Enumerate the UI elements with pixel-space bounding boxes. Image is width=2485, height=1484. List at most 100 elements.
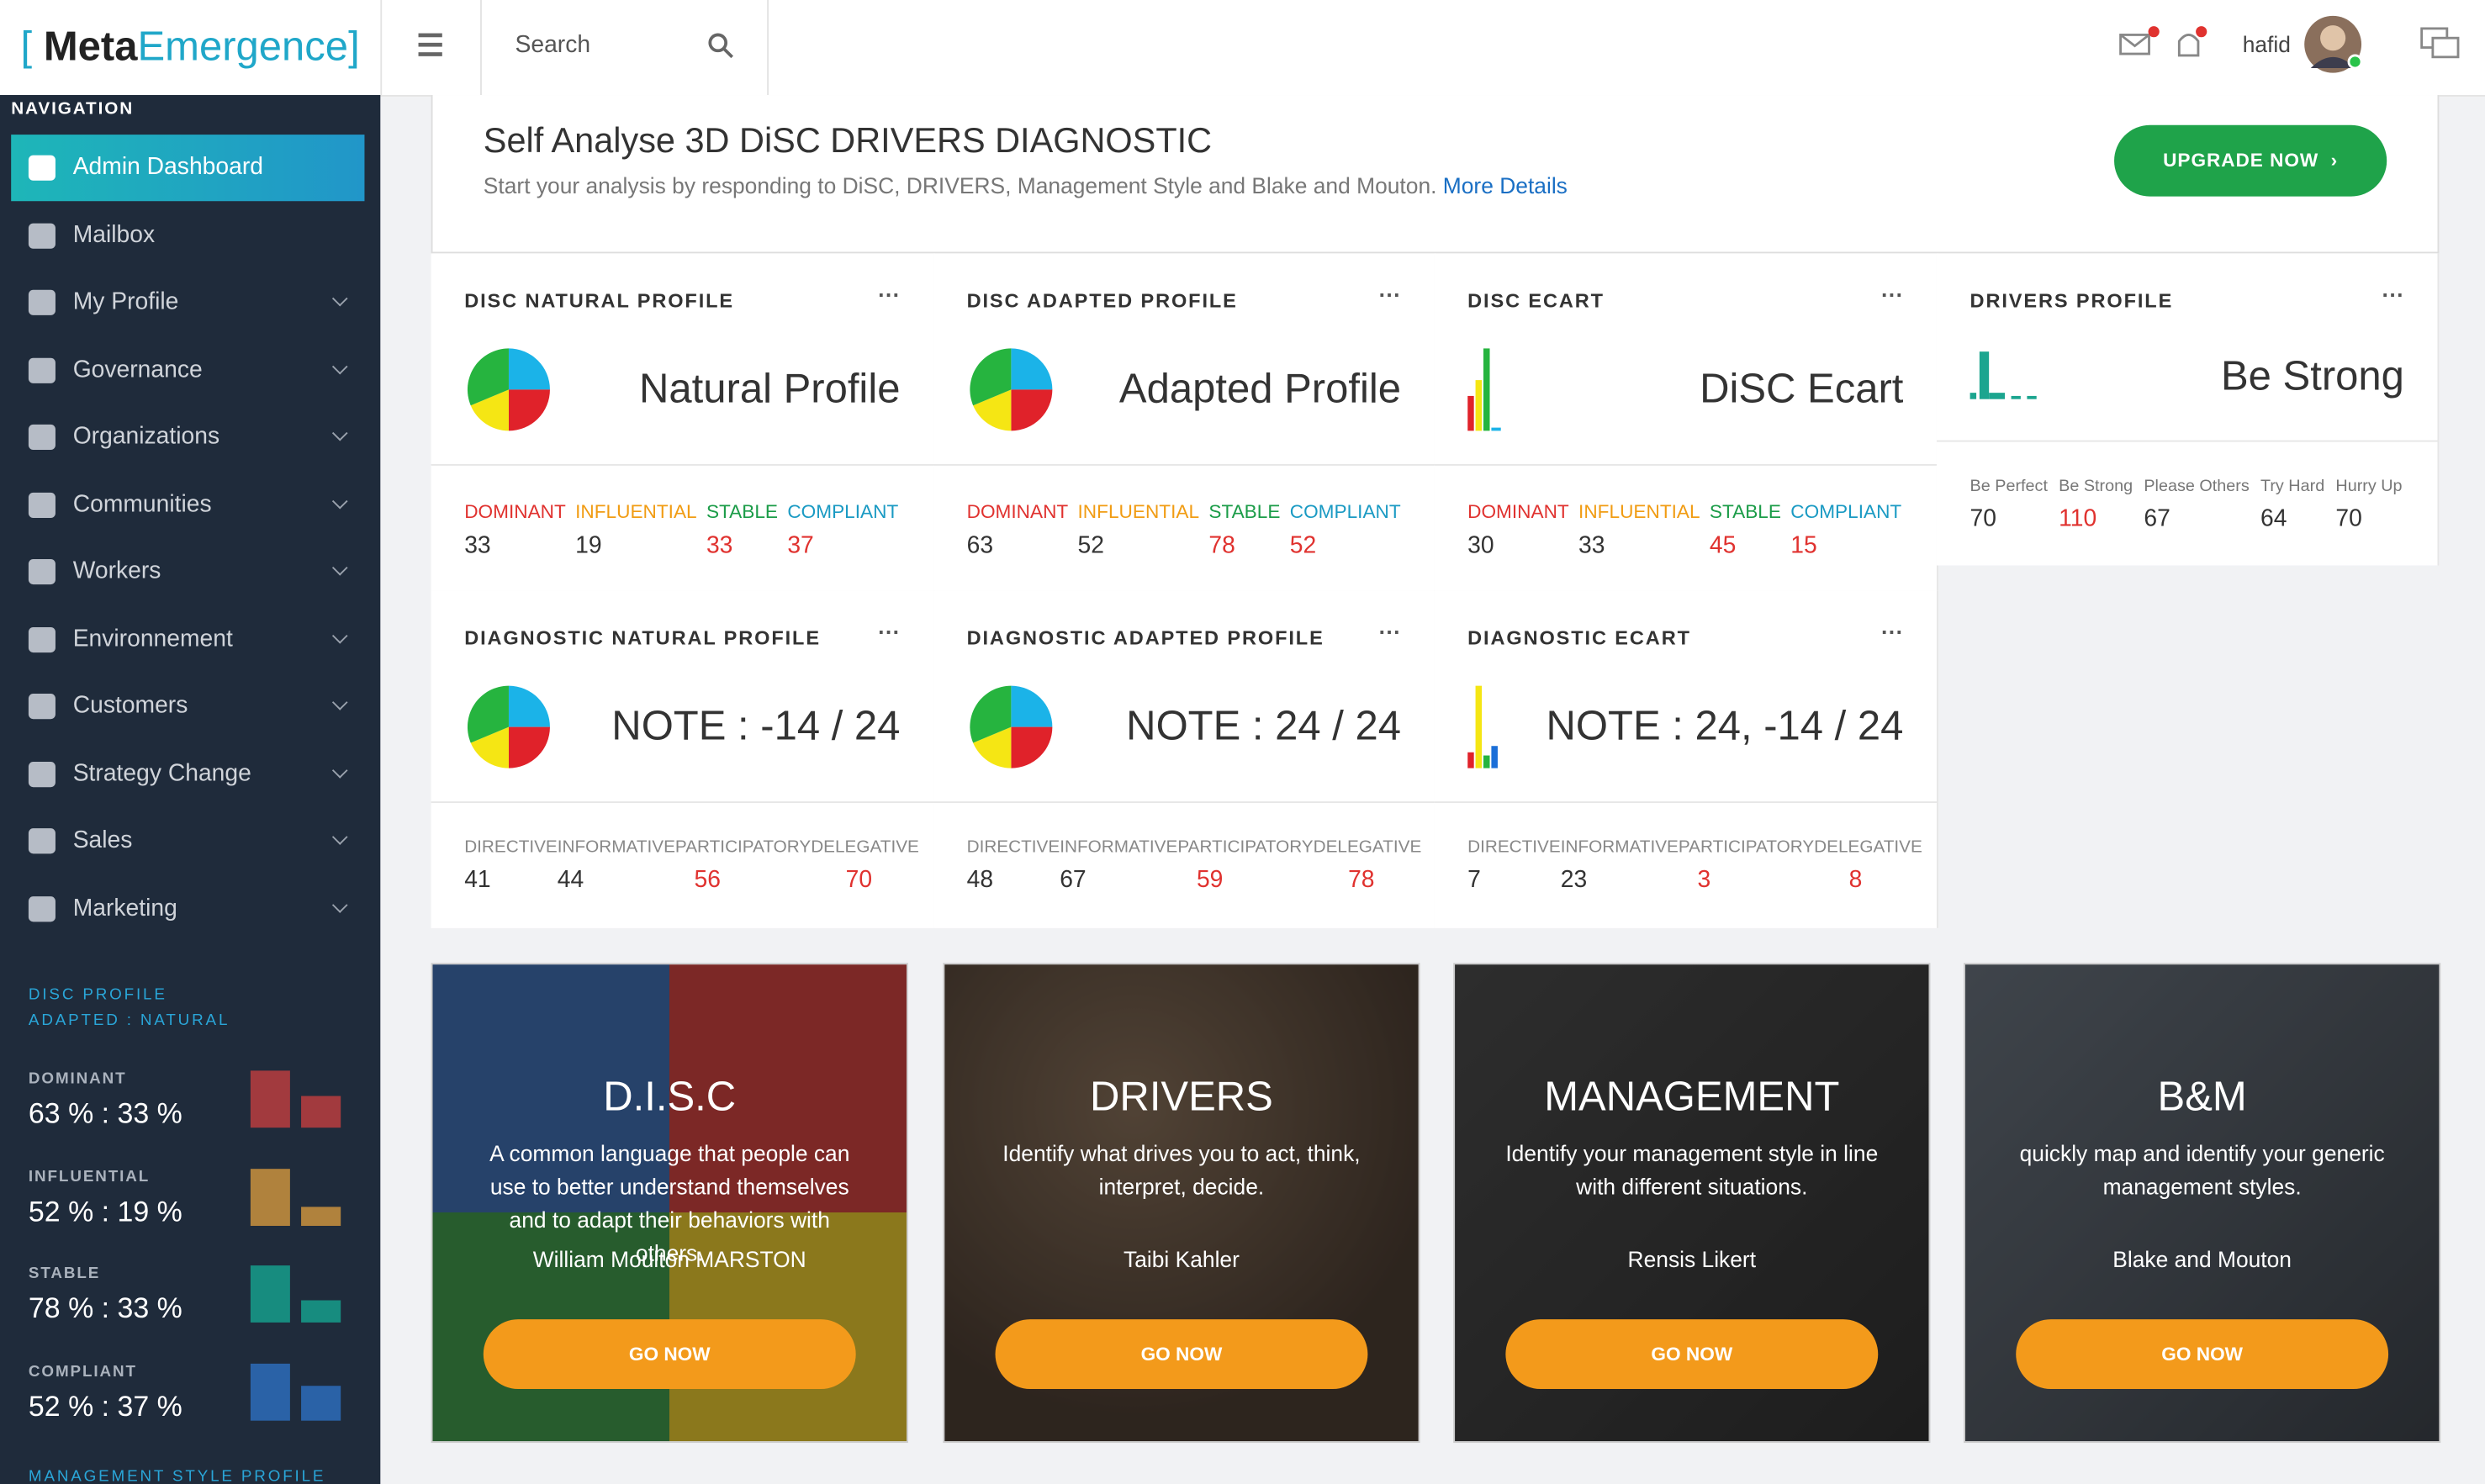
card-menu[interactable]: ··· bbox=[1378, 619, 1401, 645]
tile-description: A common language that people can use to… bbox=[489, 1140, 850, 1266]
card-menu[interactable]: ··· bbox=[1881, 619, 1904, 645]
chevron bbox=[331, 357, 348, 374]
card-icon bbox=[464, 683, 553, 779]
column-value: 64 bbox=[2260, 504, 2287, 532]
nav-item[interactable]: Environnement bbox=[11, 606, 364, 673]
column-label: DIRECTIVE bbox=[1467, 837, 1561, 858]
column-value: 63 bbox=[966, 531, 994, 559]
column: Try Hard 64 bbox=[2260, 477, 2324, 532]
column-label: PARTICIPATORY bbox=[1678, 837, 1815, 858]
divider bbox=[1434, 463, 1937, 466]
column: DELEGATIVE 70 bbox=[811, 837, 919, 893]
columns: DOMINANT 63 INFLUENTIAL 52 STABLE 78 COMPLIANT… bbox=[967, 500, 1401, 559]
column: Please Others 67 bbox=[2144, 477, 2249, 532]
nav-item[interactable]: Marketing bbox=[11, 875, 364, 942]
nav-item[interactable]: Governance bbox=[11, 336, 364, 403]
column: DOMINANT 30 bbox=[1467, 500, 1569, 559]
column-value: 70 bbox=[2335, 504, 2362, 532]
column-label: Be Strong bbox=[2059, 476, 2133, 496]
nav-label: Governance bbox=[72, 355, 203, 383]
tile-author: Blake and Mouton bbox=[2112, 1246, 2292, 1272]
card-menu[interactable]: ··· bbox=[1881, 282, 1904, 308]
chevron bbox=[331, 896, 348, 912]
tile-title: DRIVERS bbox=[1090, 1072, 1273, 1120]
nav-icon bbox=[28, 289, 56, 315]
logo[interactable]: [ MetaEmergence] bbox=[0, 0, 383, 96]
nav-item[interactable]: Strategy Change bbox=[11, 741, 364, 807]
go-button[interactable]: GO NOW bbox=[995, 1319, 1368, 1390]
upgrade-button[interactable]: UPGRADE NOW › bbox=[2114, 124, 2387, 197]
nav-item[interactable]: Workers bbox=[11, 538, 364, 605]
column: STABLE 33 bbox=[706, 500, 778, 559]
column-value: 23 bbox=[1560, 866, 1588, 894]
chevron bbox=[331, 559, 348, 576]
column-value: 48 bbox=[966, 866, 994, 894]
management-heading: MANAGEMENT STYLE PROFILE bbox=[28, 1468, 326, 1484]
banner-description: Start your analysis by responding to DiS… bbox=[484, 172, 1568, 198]
nav-label: Environnement bbox=[72, 625, 233, 652]
nav-label: Admin Dashboard bbox=[72, 153, 263, 181]
nav-label: My Profile bbox=[72, 288, 179, 315]
nav-item[interactable]: Organizations bbox=[11, 404, 364, 470]
card-menu[interactable]: ··· bbox=[878, 619, 901, 645]
banner-title: Self Analyse 3D DiSC DRIVERS DIAGNOSTIC bbox=[483, 120, 1213, 161]
tile-author: Taibi Kahler bbox=[1124, 1246, 1240, 1272]
go-button[interactable]: GO NOW bbox=[483, 1319, 856, 1390]
column-label: INFLUENTIAL bbox=[1077, 500, 1200, 523]
nav-item[interactable]: My Profile bbox=[11, 269, 364, 335]
column-value: 37 bbox=[787, 531, 814, 559]
column-value: 33 bbox=[706, 531, 733, 559]
feature-tile: B&M quickly map and identify your generic… bbox=[1964, 963, 2441, 1444]
divider bbox=[1936, 440, 2438, 442]
divider bbox=[1434, 801, 1937, 804]
column: INFORMATIVE 44 bbox=[558, 837, 675, 893]
avatar[interactable] bbox=[2303, 14, 2366, 77]
divider bbox=[431, 801, 934, 804]
column: COMPLIANT 52 bbox=[1290, 500, 1401, 559]
notification-icons[interactable] bbox=[2116, 24, 2211, 65]
go-button[interactable]: GO NOW bbox=[2016, 1319, 2389, 1390]
tile-title: B&M bbox=[2157, 1072, 2247, 1120]
nav-label: Sales bbox=[72, 826, 133, 854]
disc-label: STABLE bbox=[28, 1265, 101, 1283]
tile-author: Rensis Likert bbox=[1627, 1246, 1757, 1272]
column: DIRECTIVE 41 bbox=[464, 837, 558, 893]
user-name[interactable]: hafid bbox=[2242, 31, 2291, 57]
nav-icon bbox=[28, 491, 56, 518]
chat-icon[interactable] bbox=[2420, 25, 2461, 63]
card-menu[interactable]: ··· bbox=[2382, 282, 2404, 308]
column: PARTICIPATORY 59 bbox=[1177, 837, 1313, 893]
disc-ratio: 52 % : 19 % bbox=[28, 1195, 182, 1227]
card-icon bbox=[464, 346, 553, 442]
tile-description: quickly map and identify your generic ma… bbox=[2019, 1140, 2385, 1199]
nav-item[interactable]: Mailbox bbox=[11, 202, 364, 268]
tile-description: Identify what drives you to act, think, … bbox=[1002, 1140, 1361, 1199]
card-title: DISC ECART bbox=[1467, 289, 1605, 313]
disc-label: INFLUENTIAL bbox=[28, 1168, 151, 1186]
tile-description: Identify your management style in line w… bbox=[1505, 1140, 1879, 1199]
chevron bbox=[331, 627, 348, 643]
profile-card: DIAGNOSTIC ECART ··· NOTE : 24, -14 / 24 DI… bbox=[1434, 590, 1938, 928]
more-details-link[interactable]: More Details bbox=[1442, 172, 1568, 198]
nav-item[interactable]: Communities bbox=[11, 471, 364, 537]
nav-item[interactable]: Customers bbox=[11, 673, 364, 740]
column-label: DELEGATIVE bbox=[811, 837, 919, 858]
card-menu[interactable]: ··· bbox=[1378, 282, 1401, 308]
column-label: DELEGATIVE bbox=[1814, 837, 1922, 858]
chevron bbox=[331, 694, 348, 710]
menu-toggle[interactable] bbox=[380, 0, 482, 96]
divider bbox=[933, 463, 1435, 466]
columns: DIRECTIVE 48 INFORMATIVE 67 PARTICIPATORY 59 D… bbox=[967, 837, 1422, 893]
card-menu[interactable]: ··· bbox=[878, 282, 901, 308]
search-box[interactable]: Search bbox=[482, 0, 769, 96]
disc-ratio: 63 % : 33 % bbox=[28, 1097, 182, 1130]
column-label: INFORMATIVE bbox=[557, 837, 675, 858]
nav-item[interactable]: Sales bbox=[11, 808, 364, 874]
profile-card: DIAGNOSTIC NATURAL PROFILE ··· NOTE : -14 … bbox=[431, 590, 935, 928]
column-label: DIRECTIVE bbox=[464, 837, 558, 858]
column-label: STABLE bbox=[1709, 500, 1781, 523]
nav-label: Organizations bbox=[72, 422, 220, 450]
nav-item[interactable]: Admin Dashboard bbox=[11, 135, 365, 202]
go-button[interactable]: GO NOW bbox=[1505, 1319, 1879, 1390]
